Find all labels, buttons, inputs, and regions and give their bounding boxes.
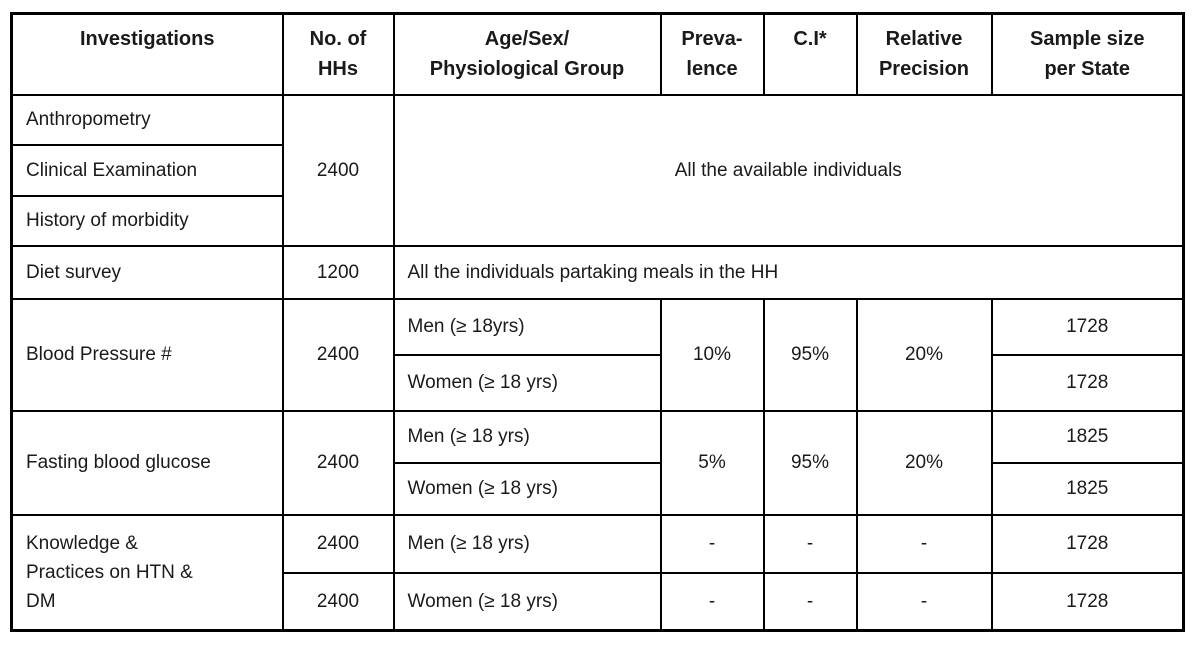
row-blood-pressure-women: Women (≥ 18 yrs) 1728 — [12, 353, 1185, 412]
cell-note-partaking-meals: All the individuals partaking meals in t… — [392, 244, 1185, 300]
row-fasting-glucose-men: Fasting blood glucose 2400 Men (≥ 18 yrs… — [10, 409, 1185, 516]
cell-hhs-kp-women: 2400 — [281, 571, 395, 632]
cell-hhs-diet-survey: 1200 — [281, 244, 395, 300]
cell-hhs-blood-pressure: 2400 — [281, 297, 395, 412]
cell-sample-fbg-women: 1825 — [990, 461, 1185, 516]
header-investigations: Investigations — [10, 12, 284, 96]
cell-hhs-group1: 2400 — [281, 93, 395, 247]
header-row: Investigations No. of HHs Age/Sex/ Physi… — [10, 12, 1185, 96]
cell-group-kp-women: Women (≥ 18 yrs) — [392, 571, 662, 632]
header-age-sex-group: Age/Sex/ Physiological Group — [392, 12, 662, 96]
cell-precision-kp-women: - — [855, 571, 993, 632]
cell-sample-kp-men: 1728 — [990, 513, 1185, 574]
row-history-of-morbidity: History of morbidity — [10, 194, 1184, 247]
cell-sample-bp-men: 1728 — [990, 297, 1185, 356]
row-diet-survey: Diet survey 1200 All the individuals par… — [10, 244, 1185, 300]
cell-precision-bp: 20% — [855, 297, 993, 412]
cell-prevalence-kp-men: - — [659, 513, 765, 574]
cell-ci-bp: 95% — [762, 297, 858, 412]
cell-prevalence-kp-women: - — [659, 571, 765, 632]
cell-group-bp-women: Women (≥ 18 yrs) — [392, 353, 662, 412]
cell-investigation-fasting-glucose: Fasting blood glucose — [10, 409, 284, 516]
cell-sample-fbg-men: 1825 — [990, 409, 1185, 464]
row-clinical-examination: Clinical Examination — [10, 143, 1184, 197]
header-prevalence: Preva- lence — [659, 12, 765, 96]
row-blood-pressure-men: Blood Pressure # 2400 Men (≥ 18yrs) 10% … — [10, 297, 1185, 412]
row-knowledge-practices-women: 2400 Women (≥ 18 yrs) - - - 1728 — [12, 571, 1185, 632]
cell-hhs-fasting-glucose: 2400 — [281, 409, 395, 516]
cell-group-bp-men: Men (≥ 18yrs) — [392, 297, 662, 356]
cell-prevalence-bp: 10% — [659, 297, 765, 412]
cell-note-all-available-individuals: All the available individuals — [392, 93, 1185, 247]
cell-investigation-knowledge-practices: Knowledge & Practices on HTN & DM — [10, 513, 284, 632]
header-no-of-hhs: No. of HHs — [281, 12, 395, 96]
cell-sample-bp-women: 1728 — [990, 353, 1185, 412]
cell-ci-kp-men: - — [762, 513, 858, 574]
row-fasting-glucose-women: Women (≥ 18 yrs) 1825 — [12, 461, 1185, 516]
cell-precision-kp-men: - — [855, 513, 993, 574]
cell-ci-kp-women: - — [762, 571, 858, 632]
cell-sample-kp-women: 1728 — [990, 571, 1185, 632]
cell-hhs-kp-men: 2400 — [281, 513, 395, 574]
cell-investigation-blood-pressure: Blood Pressure # — [10, 297, 284, 412]
cell-investigation-history-of-morbidity: History of morbidity — [10, 194, 284, 247]
row-knowledge-practices-men: Knowledge & Practices on HTN & DM 2400 M… — [10, 513, 1185, 632]
cell-investigation-clinical-examination: Clinical Examination — [10, 143, 284, 197]
row-anthropometry: Anthropometry 2400 All the available ind… — [10, 93, 1185, 247]
survey-sampling-table: Investigations No. of HHs Age/Sex/ Physi… — [10, 12, 1185, 632]
header-ci: C.I* — [762, 12, 858, 96]
cell-precision-fbg: 20% — [855, 409, 993, 516]
header-sample-size: Sample size per State — [990, 12, 1185, 96]
cell-investigation-anthropometry: Anthropometry — [10, 93, 284, 146]
cell-group-fbg-men: Men (≥ 18 yrs) — [392, 409, 662, 464]
header-relative-precision: Relative Precision — [855, 12, 993, 96]
cell-group-kp-men: Men (≥ 18 yrs) — [392, 513, 662, 574]
cell-group-fbg-women: Women (≥ 18 yrs) — [392, 461, 662, 516]
cell-prevalence-fbg: 5% — [659, 409, 765, 516]
cell-ci-fbg: 95% — [762, 409, 858, 516]
cell-investigation-diet-survey: Diet survey — [10, 244, 284, 300]
